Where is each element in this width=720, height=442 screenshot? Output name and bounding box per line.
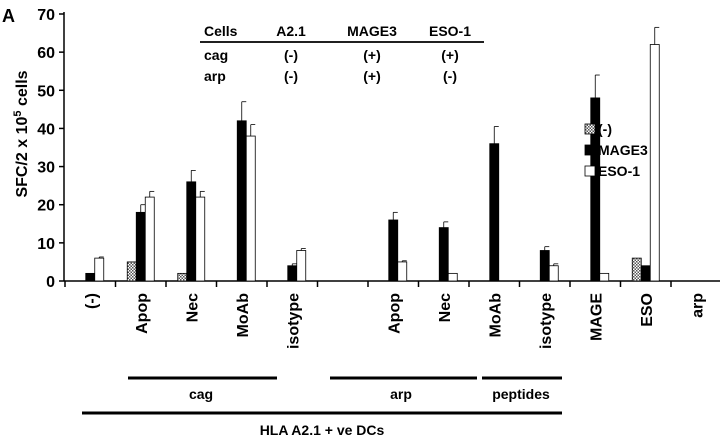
- bar-mage3: [438, 227, 449, 282]
- bar-mage3: [388, 219, 399, 282]
- inset-table-row-arp-eso1: (-): [443, 68, 457, 84]
- bar-eso1: [649, 44, 660, 282]
- legend: (-) MAGE3 ESO-1: [584, 121, 648, 179]
- inset-table: Cells A2.1 MAGE3 ESO-1 cag (-) (+) (+) a…: [200, 23, 484, 84]
- bar-mage3: [640, 265, 651, 282]
- inset-table-row-cag-mage3: (+): [363, 47, 381, 63]
- bar-mage3: [135, 211, 146, 282]
- group-label-peptides: peptides: [492, 386, 550, 402]
- bar-eso1: [599, 272, 610, 282]
- bar-eso1: [397, 261, 408, 282]
- y-tick-label: 40: [37, 121, 55, 138]
- x-tick-label: Apop: [134, 293, 151, 334]
- x-tick-label: Apop: [386, 293, 403, 334]
- x-tick-label: arp: [689, 293, 706, 318]
- inset-table-row-cag-a21: (-): [284, 47, 298, 63]
- legend-label-eso1: ESO-1: [598, 163, 640, 179]
- group-label-cag: cag: [189, 386, 213, 402]
- inset-table-header-eso1: ESO-1: [429, 23, 471, 39]
- y-axis-label: SFC/2 x 10: [14, 117, 31, 198]
- bar-eso1: [245, 135, 256, 282]
- x-tick-label: MoAb: [487, 293, 504, 338]
- bar-mage3: [186, 181, 197, 282]
- group-label-arp: arp: [390, 386, 412, 402]
- bar-eso1: [195, 196, 206, 282]
- inset-table-row-arp-mage3: (+): [363, 68, 381, 84]
- group-brackets: cag arp peptides HLA A2.1 + ve DCs: [82, 376, 562, 438]
- y-tick-label: 0: [46, 274, 55, 291]
- x-tick-label: isotype: [285, 293, 302, 349]
- svg-text:SFC/2 x 105 cells: SFC/2 x 105 cells: [12, 70, 31, 197]
- y-axis-label-exponent: 5: [12, 110, 24, 116]
- panel-label: A: [2, 6, 15, 26]
- x-tick-label: MAGE: [588, 293, 605, 341]
- bar-negative: [631, 257, 642, 282]
- bar-eso1: [447, 272, 458, 282]
- bar-negative: [177, 272, 188, 282]
- inset-table-row-cag-label: cag: [204, 47, 228, 63]
- legend-label-mage3: MAGE3: [598, 142, 648, 158]
- inset-table-row-arp-a21: (-): [284, 68, 298, 84]
- bar-mage3: [287, 265, 298, 282]
- legend-swatch-eso1: [584, 165, 596, 177]
- plot-area: 0 10 20 30 40 50 60 70 (-) Apop Nec MoAb isotype Apop…: [37, 7, 720, 349]
- y-axis-label-suffix: cells: [14, 70, 31, 110]
- inset-table-row-arp-label: arp: [204, 68, 226, 84]
- y-tick-label: 20: [37, 198, 55, 215]
- y-tick-label: 70: [37, 7, 55, 24]
- x-tick-label: isotype: [538, 293, 555, 349]
- bar-negative: [126, 261, 137, 282]
- y-tick-label: 10: [37, 236, 55, 253]
- y-tick-label: 50: [37, 83, 55, 100]
- legend-swatch-negative: [584, 123, 596, 135]
- inset-table-header-cells: Cells: [204, 23, 238, 39]
- bar-eso1: [144, 196, 155, 282]
- bar-mage3: [85, 272, 96, 282]
- inset-table-row-cag-eso1: (+): [441, 47, 459, 63]
- x-tick-label: ESO: [639, 293, 656, 327]
- x-tick-label: Nec: [437, 293, 454, 322]
- y-axis-title: SFC/2 x 105 cells: [12, 70, 31, 197]
- bar-eso1: [94, 257, 105, 282]
- legend-swatch-mage3: [584, 144, 596, 156]
- bar-mage3: [489, 143, 500, 282]
- bar-mage3: [539, 250, 550, 282]
- inset-table-header-a21: A2.1: [276, 23, 306, 39]
- y-tick-label: 30: [37, 160, 55, 177]
- x-tick-label: Nec: [184, 293, 201, 322]
- legend-label-negative: (-): [598, 121, 612, 137]
- x-tick-label: MoAb: [235, 293, 252, 338]
- inset-table-header-mage3: MAGE3: [347, 23, 397, 39]
- outer-group-label: HLA A2.1 + ve DCs: [260, 422, 385, 438]
- bar-eso1: [296, 250, 307, 282]
- bar-mage3: [236, 120, 247, 282]
- bar-eso1: [548, 265, 559, 282]
- x-tick-label: (-): [83, 293, 100, 309]
- y-tick-label: 60: [37, 45, 55, 62]
